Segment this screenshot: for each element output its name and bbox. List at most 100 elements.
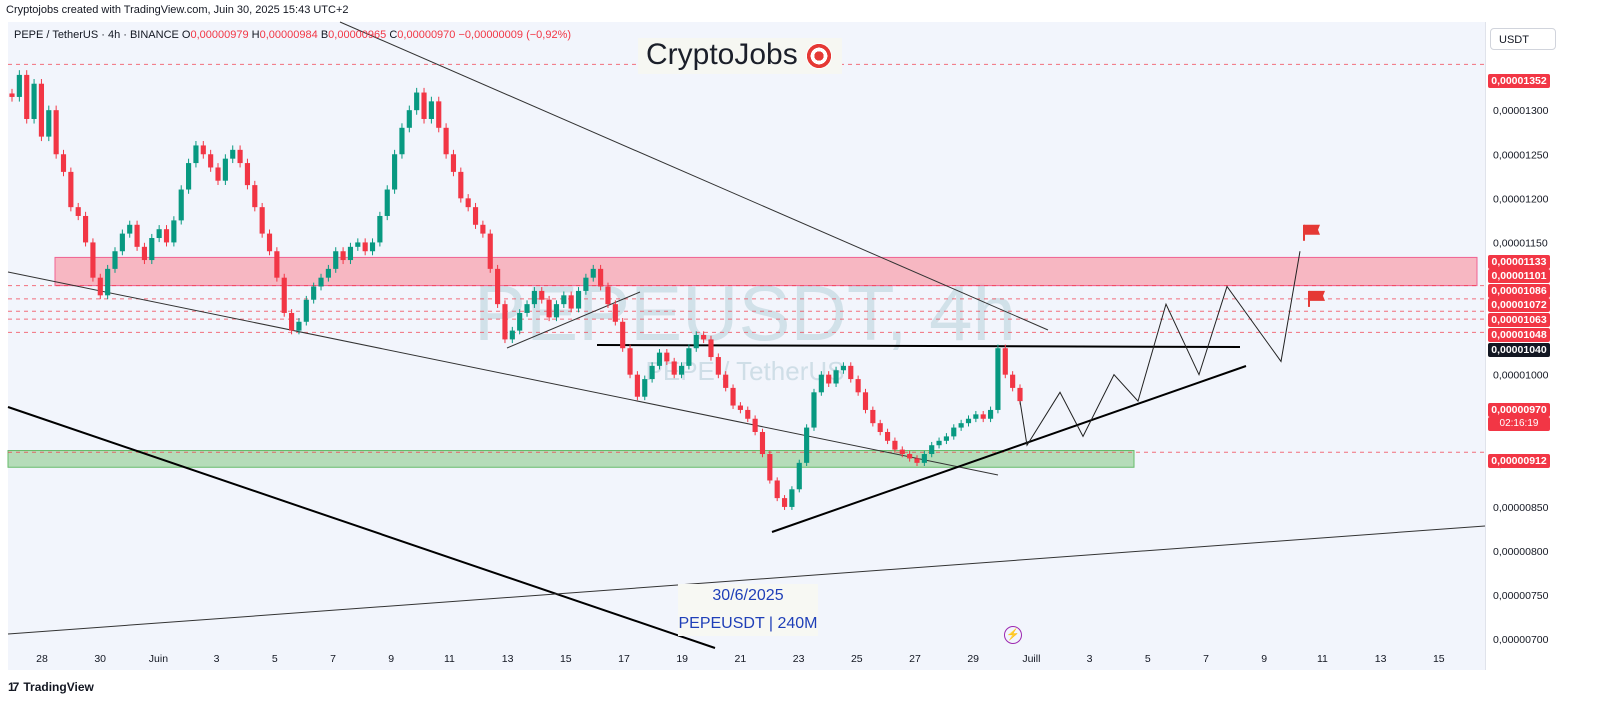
x-tick-label: 11 <box>1317 653 1328 665</box>
watermark-name: PEPE / TetherUS <box>646 356 845 386</box>
candle-body <box>1017 387 1023 402</box>
resistance-zone <box>54 256 1478 287</box>
candle-body <box>517 312 523 331</box>
candle-body <box>752 418 758 432</box>
candle-body <box>134 224 140 247</box>
candle-body <box>612 304 618 322</box>
candle-body <box>840 365 846 371</box>
candle-body <box>892 440 898 450</box>
candle-body <box>296 321 302 331</box>
y-tick-label: 0,00000750 <box>1493 590 1549 602</box>
candle-body <box>318 277 324 287</box>
candle-body <box>789 489 795 507</box>
annotation-label: PEPEUSDT | 240M <box>678 615 818 632</box>
candle-body <box>163 229 170 243</box>
x-tick-label: 5 <box>1145 653 1151 665</box>
lightning-icon[interactable]: ⚡ <box>1004 626 1022 644</box>
tv-icon: 17 <box>8 680 19 694</box>
candle-body <box>259 207 265 234</box>
candle-body <box>281 277 287 313</box>
candle-body <box>244 163 251 186</box>
candle-body <box>833 370 839 384</box>
trend-line <box>7 271 999 476</box>
candle-body <box>995 348 1001 410</box>
x-tick-label: 19 <box>676 653 688 665</box>
candle-body <box>230 149 236 159</box>
candle-body <box>767 454 773 481</box>
ohlc-legend: PEPE / TetherUS · 4h · BINANCE O0,000009… <box>14 29 571 41</box>
price-label: 0,00001352 <box>1488 74 1550 88</box>
x-tick-label: 13 <box>1375 653 1387 665</box>
candle-body <box>649 365 655 380</box>
price-label: 0,00001133 <box>1488 255 1550 269</box>
candle-body <box>686 348 692 366</box>
candle-body <box>237 149 243 164</box>
countdown-label: 02:16:19 <box>1488 417 1550 431</box>
brand-logo: CryptoJobs <box>638 38 842 74</box>
candle-body <box>781 498 788 507</box>
x-tick-label: 9 <box>388 653 394 665</box>
candle-body <box>693 335 699 349</box>
trend-line <box>596 344 1241 348</box>
candle-body <box>877 423 883 432</box>
candle-body <box>112 251 118 269</box>
flag-icon <box>1309 290 1325 301</box>
candle-body <box>914 458 920 463</box>
symbol-label[interactable]: PEPE / TetherUS · 4h · BINANCE <box>14 29 179 41</box>
trend-line <box>506 291 641 349</box>
candle-body <box>708 339 714 358</box>
annotation-box: 30/6/2025 PEPEUSDT | 240M <box>678 584 818 636</box>
tradingview-logo[interactable]: 17 TradingView <box>8 680 94 694</box>
y-tick-label: 0,00000850 <box>1493 502 1549 514</box>
candle-body <box>745 409 751 419</box>
candle-body <box>141 246 148 261</box>
candle-body <box>774 480 780 499</box>
high-label: H <box>251 29 260 41</box>
candle-body <box>539 290 545 300</box>
price-label: 0,00000970 <box>1488 403 1550 417</box>
y-tick-label: 0,00001150 <box>1493 237 1548 249</box>
candle-body <box>502 304 508 340</box>
candle-body <box>127 224 133 234</box>
candle-body <box>620 321 626 349</box>
candle-body <box>678 365 685 375</box>
candle-body <box>907 454 913 459</box>
candle-body <box>921 454 927 463</box>
low-value: 0,00000965 <box>328 29 387 41</box>
x-tick-label: 15 <box>1433 653 1445 665</box>
candle-body <box>487 233 493 269</box>
open-value: 0,00000979 <box>190 29 249 41</box>
candle-body <box>377 215 383 243</box>
candle-body <box>826 374 832 384</box>
candle-body <box>222 158 228 181</box>
candle-body <box>811 392 817 428</box>
support-zone <box>7 450 1135 468</box>
candle-body <box>53 110 59 155</box>
candle-body <box>870 409 876 424</box>
x-tick-label: 5 <box>272 653 278 665</box>
high-value: 0,00000984 <box>259 29 318 41</box>
candle-body <box>737 405 743 410</box>
candle-body <box>546 299 552 318</box>
price-label: 0,00000912 <box>1488 454 1550 468</box>
candle-body <box>392 154 398 190</box>
open-label: O <box>181 29 191 41</box>
y-tick-label: 0,00001200 <box>1493 193 1549 205</box>
candle-body <box>656 352 663 366</box>
candle-body <box>480 224 486 234</box>
candle-body <box>428 101 434 119</box>
tradingview-logo-text: TradingView <box>23 680 94 694</box>
candle-body <box>68 171 74 208</box>
price-label: 0,00001101 <box>1488 269 1550 283</box>
target-icon <box>805 43 832 70</box>
candle-body <box>759 431 766 455</box>
currency-button[interactable]: USDT <box>1490 28 1556 50</box>
y-tick-label: 0,00001250 <box>1493 149 1549 161</box>
candle-body <box>796 462 802 490</box>
candle-body <box>884 431 891 441</box>
candle-body <box>936 440 942 446</box>
x-tick-label: 25 <box>851 653 863 665</box>
candle-body <box>149 238 155 261</box>
candle-body <box>421 92 427 119</box>
